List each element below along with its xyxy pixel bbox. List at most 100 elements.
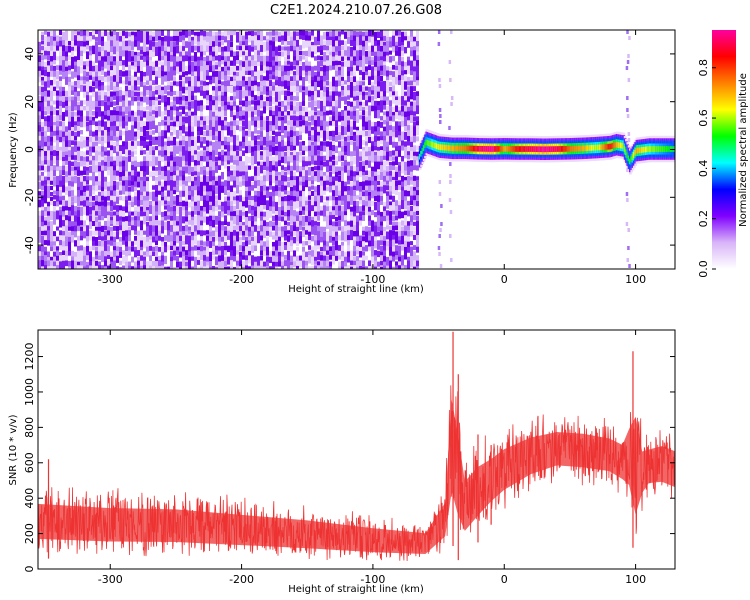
spectrogram-noise-cell: [230, 266, 233, 269]
spectrogram-noise-cell: [185, 41, 188, 48]
spectrogram-noise-cell: [386, 76, 389, 83]
spectrogram-noise-cell: [275, 86, 278, 96]
spectrogram-noise-cell: [101, 111, 104, 119]
spectrogram-noise-cell: [275, 31, 278, 38]
spectrogram-noise-cell: [350, 51, 353, 58]
spectrogram-noise-cell: [275, 145, 278, 153]
spectrogram-noise-cell: [368, 76, 371, 86]
spectrogram-noise-cell: [200, 166, 203, 175]
spectrogram-noise-cell: [215, 105, 218, 112]
spectrogram-noise-cell: [341, 45, 344, 51]
spectrogram-noise-cell: [263, 101, 266, 108]
spectrogram-noise-cell: [383, 70, 386, 76]
spectrogram-noise-cell: [326, 231, 329, 240]
spectrogram-noise-cell: [284, 245, 287, 250]
spectrogram-noise-cell: [155, 100, 158, 109]
spectrogram-noise-cell: [50, 61, 53, 70]
spectrogram-noise-cell: [311, 110, 314, 117]
spectrogram-noise-cell: [362, 31, 365, 37]
spectrogram-noise-cell: [53, 30, 56, 39]
spectrogram-noise-cell: [122, 116, 125, 125]
spectrogram-noise-cell: [74, 56, 77, 65]
spectrogram-noise-cell: [200, 71, 203, 80]
spectrogram-noise-cell: [59, 76, 62, 84]
spectrogram-noise-cell: [230, 165, 233, 170]
spectrogram-noise-cell: [335, 100, 338, 109]
spectrogram-noise-cell: [332, 40, 335, 48]
spectrogram-noise-cell: [158, 30, 161, 38]
spectrogram-noise-cell: [200, 45, 203, 54]
spectrogram-noise-cell: [230, 105, 233, 113]
spectrogram-noise-cell: [152, 246, 155, 252]
spectrogram-noise-cell: [275, 261, 278, 267]
spectrogram-noise-cell: [146, 135, 149, 140]
spectrogram-noise-cell: [83, 226, 86, 236]
spectrogram-noise-cell: [278, 230, 281, 237]
spectrogram-noise-cell: [215, 176, 218, 182]
spectrogram-noise-cell: [137, 121, 140, 131]
spectrogram-noise-cell: [383, 170, 386, 176]
spectrogram-noise-cell: [62, 266, 65, 269]
spectrogram-noise-cell: [155, 166, 158, 174]
spectrogram-noise-cell: [218, 46, 221, 53]
spectrogram-noise-cell: [59, 40, 62, 50]
spectrogram-noise-cell: [167, 185, 170, 193]
spectrogram-noise-cell: [227, 31, 230, 38]
spectrogram-noise-cell: [89, 201, 92, 207]
spectrogram-noise-cell: [56, 100, 59, 109]
spectrogram-noise-cell: [80, 235, 83, 241]
spectrogram-noise-cell: [161, 80, 164, 85]
spectrogram-noise-cell: [221, 245, 224, 255]
spectrogram-noise-cell: [371, 90, 374, 95]
spectrogram-noise-cell: [86, 255, 89, 261]
spectrogram-noise-cell: [194, 176, 197, 182]
spectrogram-noise-cell: [197, 56, 200, 64]
spectrogram-noise-cell: [353, 176, 356, 182]
spectrogram-noise-cell: [350, 35, 353, 41]
spectrogram-noise-cell: [326, 175, 329, 184]
spectrogram-noise-cell: [89, 151, 92, 157]
spectrogram-noise-cell: [257, 40, 260, 46]
spectrogram-noise-cell: [194, 245, 197, 251]
spectrogram-noise-cell: [59, 255, 62, 263]
spectrogram-noise-cell: [218, 85, 221, 92]
spectrogram-noise-cell: [269, 220, 272, 229]
spectrogram-noise-cell: [365, 255, 368, 260]
spectrogram-noise-cell: [179, 211, 182, 219]
spectrogram-noise-cell: [287, 170, 290, 175]
spectrogram-noise-cell: [272, 141, 275, 151]
spectrogram-noise-cell: [335, 200, 338, 206]
spectrogram-noise-cell: [179, 56, 182, 64]
spectrogram-noise-cell: [53, 150, 56, 158]
spectrogram-noise-cell: [65, 260, 68, 267]
spectrogram-noise-cell: [92, 195, 95, 201]
spectrogram-noise-cell: [125, 180, 128, 187]
spectrogram-noise-cell: [80, 250, 83, 260]
spectrogram-noise-cell: [308, 90, 311, 97]
spectrogram-noise-cell: [167, 71, 170, 79]
spectrogram-noise-cell: [272, 56, 275, 61]
spectrogram-noise-cell: [101, 156, 104, 164]
spectrogram-noise-cell: [233, 165, 236, 174]
spectrogram-noise-cell: [383, 56, 386, 64]
spectrogram-noise-cell: [365, 75, 368, 81]
spectrogram-noise-cell: [71, 265, 74, 269]
spectrogram-noise-cell: [146, 246, 149, 255]
spectrogram-noise-cell: [239, 90, 242, 99]
spectrogram-noise-cell: [113, 211, 116, 217]
spectrogram-noise-cell: [167, 40, 170, 48]
spectrogram-noise-cell: [110, 200, 113, 209]
spectrogram-noise-cell: [221, 181, 224, 187]
spectrogram-noise-cell: [116, 181, 119, 189]
spectrogram-noise-cell: [278, 136, 281, 143]
spectrogram-noise-cell: [173, 130, 176, 135]
spectrogram-noise-cell: [299, 260, 302, 268]
spectrogram-noise-cell: [290, 61, 293, 70]
spectrogram-noise-cell: [47, 126, 50, 132]
spectrogram-noise-cell: [341, 181, 344, 188]
spectrogram-noise-cell: [377, 186, 380, 196]
spectrogram-noise-cell: [38, 170, 41, 179]
spectrogram-noise-cell: [191, 220, 194, 226]
spectrogram-noise-cell: [293, 221, 296, 227]
